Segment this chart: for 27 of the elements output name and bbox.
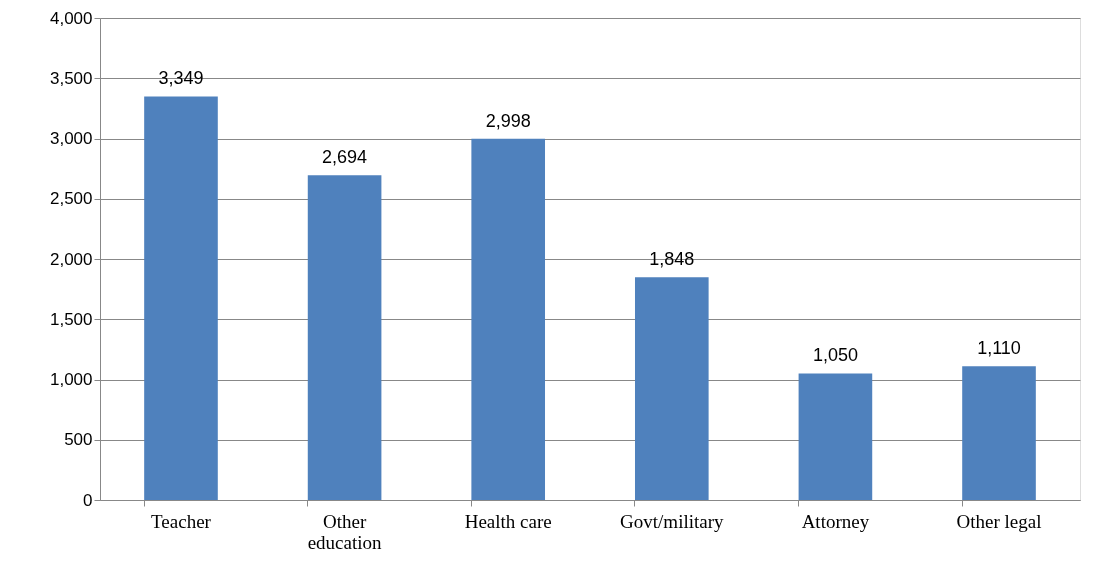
bar: [144, 96, 218, 500]
x-tick-label: Attorney: [801, 510, 870, 532]
bar: [471, 138, 546, 500]
data-label: 2,694: [322, 147, 368, 168]
y-tick-label: 2,000: [49, 249, 93, 269]
data-label: 1,050: [812, 345, 858, 366]
x-tick-label: Teacher: [151, 510, 212, 532]
bar: [634, 277, 709, 500]
x-tick-label: Govt/military: [620, 510, 725, 532]
y-tick-label: 2,500: [49, 189, 93, 209]
x-tick-label: Health care: [464, 510, 552, 532]
bar: [307, 175, 382, 500]
x-tick-label: Other legal: [956, 510, 1042, 532]
data-label: 1,848: [649, 249, 695, 270]
y-tick-label: 0: [83, 490, 93, 510]
data-label: 2,998: [485, 110, 531, 131]
y-tick-label: 4,000: [49, 8, 93, 28]
bar: [798, 373, 873, 500]
y-tick-label: 3,000: [49, 129, 93, 148]
data-label: 1,110: [977, 338, 1021, 359]
y-tick-label: 3,500: [49, 68, 93, 88]
y-tick-label: 1,500: [49, 309, 93, 329]
y-tick-label: 1,000: [49, 370, 93, 389]
x-tick-label: Other education: [307, 510, 383, 553]
y-tick-label: 500: [64, 430, 93, 450]
data-label: 3,349: [158, 68, 204, 89]
bar: [962, 366, 1036, 500]
